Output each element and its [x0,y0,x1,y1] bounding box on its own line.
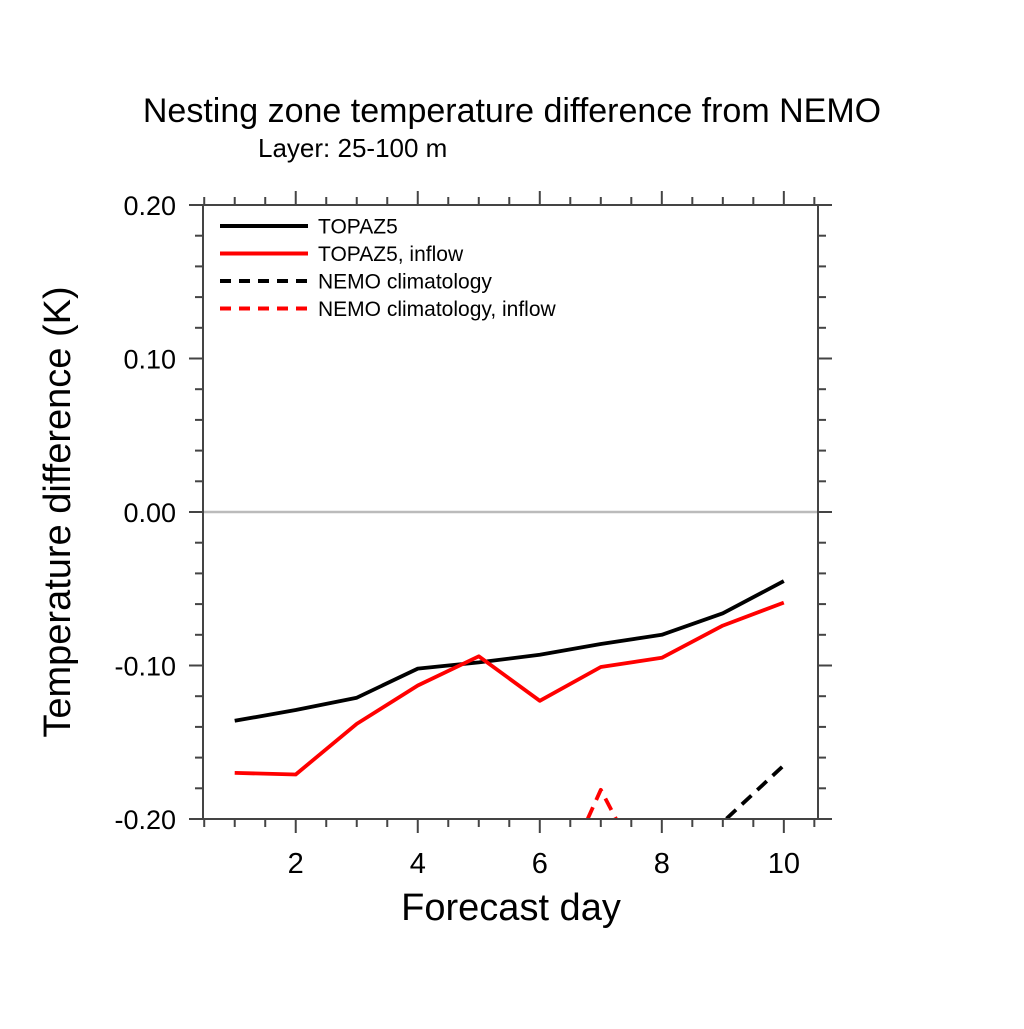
data-series [234,579,786,819]
series-line-nemo-climatology [723,763,786,819]
x-tick-label: 6 [532,848,548,880]
x-tick-label: 2 [288,848,304,880]
series-line-topaz5 [234,579,785,723]
legend: TOPAZ5 TOPAZ5, inflow NEMO climatology NEMO… [220,216,557,321]
x-tick-label: 8 [654,848,670,880]
legend-label: TOPAZ5 [318,216,398,239]
y-tick-label: 0.00 [123,498,176,528]
legend-item: TOPAZ5, inflow [220,243,464,266]
chart-subtitle: Layer: 25-100 m [258,133,447,163]
legend-item: TOPAZ5 [220,216,398,239]
y-tick-label: 0.10 [123,345,176,375]
legend-label: NEMO climatology, inflow [318,298,557,321]
legend-label: TOPAZ5, inflow [318,243,464,266]
axis-tick-labels: 2 4 6 8 10 0.20 0.10 0.00 -0.10 -0.20 [114,191,800,880]
series-line-nemo-climatology-inflow [585,787,619,819]
x-tick-label: 4 [410,848,426,880]
axis-ticks [189,191,832,833]
y-tick-label: 0.20 [123,191,176,221]
legend-label: NEMO climatology [318,271,492,294]
y-axis-title: Temperature difference (K) [37,286,79,737]
x-tick-label: 10 [768,848,800,880]
x-axis-title: Forecast day [401,887,621,929]
series-line-topaz5-inflow [234,600,785,777]
legend-item: NEMO climatology [220,271,492,294]
y-tick-label: -0.20 [114,805,176,835]
legend-item: NEMO climatology, inflow [220,298,557,321]
y-tick-label: -0.10 [114,652,176,682]
chart-title: Nesting zone temperature difference from… [143,92,881,130]
plot-frame [202,204,819,820]
